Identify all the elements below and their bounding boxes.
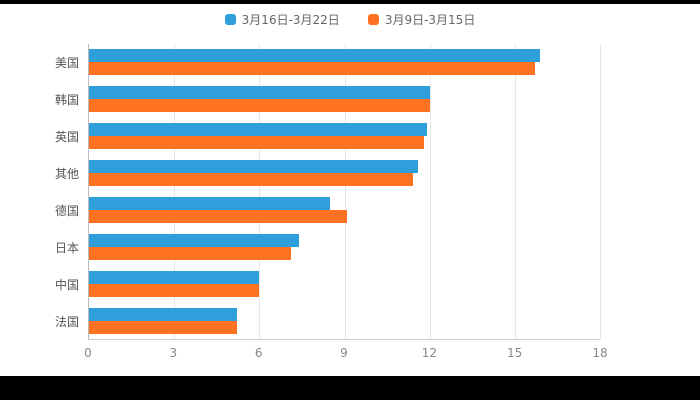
bar [89,320,237,334]
bar [89,270,260,284]
bar [89,49,541,63]
x-tick-label: 15 [507,346,523,360]
legend-swatch-icon [224,13,236,25]
y-axis-label: 中国 [54,278,79,292]
y-axis-label: 英国 [54,130,79,144]
x-tick-label: 12 [421,346,437,360]
y-axis-label: 韩国 [54,93,79,107]
bar-group [89,81,600,118]
gridline [429,44,431,339]
bar [89,209,348,223]
gridline [259,44,261,339]
letterbox-bottom [0,376,700,400]
bar [89,246,291,260]
y-axis-label: 法国 [54,315,79,329]
bar-group [89,228,600,265]
plot [88,44,601,340]
legend-item[interactable]: 3月16日-3月22日 [224,11,340,28]
gridline [514,44,516,339]
bar-group [89,44,600,81]
bar [89,233,300,247]
bar [89,196,331,210]
bar [89,173,413,187]
bar [89,307,237,321]
x-tick-label: 0 [84,346,92,360]
x-axis: 0 3 6 9 12 15 18 [84,344,607,362]
y-axis-label: 美国 [54,56,79,70]
bar [89,123,427,137]
letterbox-top [0,0,700,4]
x-tick-label: 6 [254,346,263,360]
x-tick-label: 3 [169,346,178,360]
bar-rows [89,44,600,339]
gridline [600,44,601,339]
legend-item[interactable]: 3月9日-3月15日 [367,11,476,28]
legend: 3月16日-3月22日 3月9日-3月15日 [0,8,700,30]
y-axis-label: 其他 [54,167,79,181]
bar [89,136,424,150]
y-axis-labels: 美国韩国英国其他德国日本中国法国 [0,44,88,340]
bar [89,86,430,100]
bar-group [89,118,600,155]
gridline [174,44,176,339]
bar-chart: 3月16日-3月22日 3月9日-3月15日 美国韩国英国其他德国日本中国法国 0… [0,4,700,376]
legend-label: 3月9日-3月15日 [384,12,476,27]
y-axis-label: 德国 [54,204,79,218]
y-axis-label: 日本 [54,241,79,255]
bar [89,283,260,297]
bar [89,160,419,174]
gridline [344,44,346,339]
bar [89,62,535,76]
x-tick-label: 9 [340,346,348,360]
bar-group [89,155,600,192]
x-tick-label: 18 [592,346,608,360]
plot-wrap: 美国韩国英国其他德国日本中国法国 [0,44,700,340]
bar-group [89,302,600,339]
legend-swatch-icon [367,13,379,25]
bar [89,99,430,113]
legend-label: 3月16日-3月22日 [241,12,340,27]
bar-group [89,192,600,229]
bar-group [89,265,600,302]
